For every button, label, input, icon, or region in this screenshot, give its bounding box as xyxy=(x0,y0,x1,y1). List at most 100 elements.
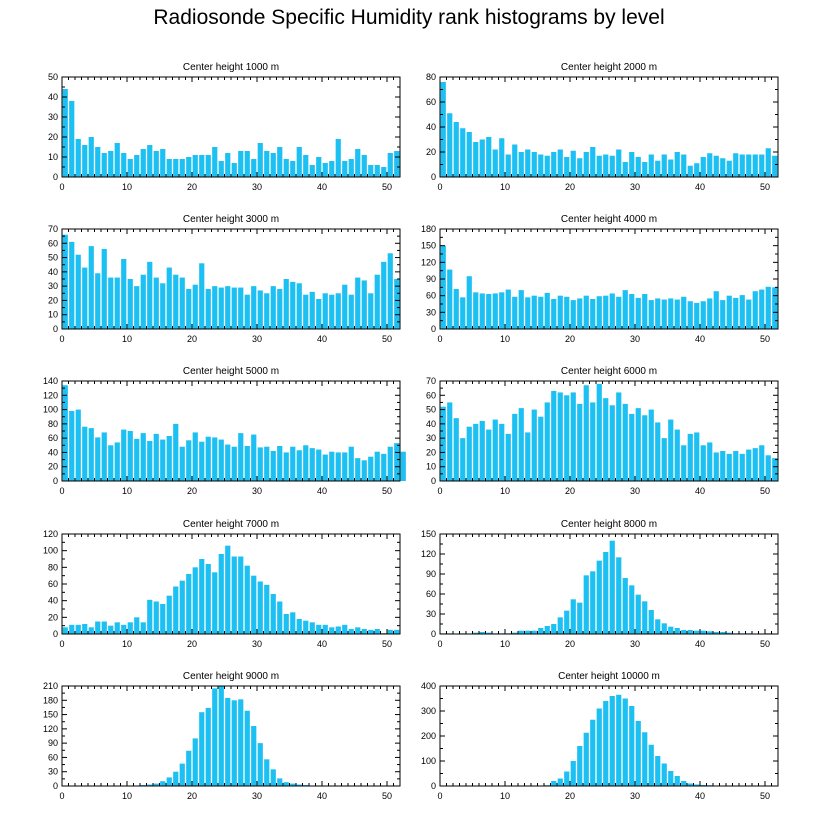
bar xyxy=(251,159,257,177)
bar xyxy=(694,432,700,481)
x-tick-label: 0 xyxy=(59,182,64,192)
bar xyxy=(179,277,185,329)
x-tick-label: 40 xyxy=(317,791,327,801)
bar xyxy=(596,708,602,786)
figure-title: Radiosonde Specific Humidity rank histog… xyxy=(153,6,665,29)
bar xyxy=(551,781,557,786)
bar xyxy=(140,149,146,177)
bar xyxy=(244,565,250,634)
x-tick-label: 0 xyxy=(437,334,442,344)
bar xyxy=(635,721,641,786)
bar xyxy=(264,151,270,177)
bar xyxy=(251,434,257,481)
bar xyxy=(479,421,485,481)
x-tick-label: 30 xyxy=(630,182,640,192)
bar xyxy=(62,234,68,329)
bar xyxy=(661,438,667,481)
bar xyxy=(564,610,570,634)
bar xyxy=(257,743,263,786)
bar xyxy=(564,395,570,481)
bar xyxy=(590,299,596,329)
bar xyxy=(674,152,680,177)
bar xyxy=(329,451,335,481)
bar xyxy=(290,783,296,786)
bar xyxy=(772,287,778,329)
bar xyxy=(264,584,270,634)
y-tick-label: 0 xyxy=(431,476,436,486)
bar xyxy=(583,385,589,481)
bar xyxy=(700,445,706,481)
x-tick-label: 50 xyxy=(382,486,392,496)
bar xyxy=(186,440,192,481)
x-tick-label: 30 xyxy=(630,334,640,344)
bar xyxy=(720,300,726,329)
bar xyxy=(746,299,752,329)
bar xyxy=(525,432,531,481)
bar xyxy=(329,294,335,329)
bar xyxy=(648,300,654,329)
bar xyxy=(153,783,159,786)
bar xyxy=(114,143,120,177)
bar xyxy=(95,437,101,481)
y-tick-label: 50 xyxy=(426,405,436,415)
bar xyxy=(69,241,75,329)
bar xyxy=(629,294,635,329)
bar xyxy=(577,746,583,786)
bar xyxy=(648,154,654,177)
bar xyxy=(661,623,667,634)
x-tick-label: 10 xyxy=(500,791,510,801)
bar xyxy=(309,622,315,634)
y-tick-label: 20 xyxy=(48,462,58,472)
bar xyxy=(531,630,537,634)
bar xyxy=(218,686,224,786)
bar xyxy=(322,163,328,177)
bar xyxy=(687,301,693,329)
bar xyxy=(733,451,739,481)
y-tick-label: 10 xyxy=(426,462,436,472)
bar xyxy=(629,706,635,786)
y-tick-label: 40 xyxy=(426,122,436,132)
y-tick-label: 70 xyxy=(426,376,436,386)
bar xyxy=(635,408,641,481)
bar xyxy=(590,402,596,481)
x-tick-label: 20 xyxy=(565,791,575,801)
x-tick-label: 30 xyxy=(252,791,262,801)
bar xyxy=(95,147,101,177)
bar xyxy=(668,419,674,481)
bar xyxy=(486,137,492,177)
bar xyxy=(140,274,146,329)
bar xyxy=(479,293,485,329)
bar xyxy=(127,159,133,177)
y-tick-label: 40 xyxy=(48,596,58,606)
bar xyxy=(661,763,667,786)
bar xyxy=(505,433,511,481)
bar xyxy=(726,160,732,177)
bar xyxy=(212,147,218,177)
bar xyxy=(394,629,400,634)
bar xyxy=(264,293,270,329)
bar xyxy=(316,157,322,177)
y-tick-label: 40 xyxy=(48,267,58,277)
bar xyxy=(492,419,498,481)
bar xyxy=(329,627,335,634)
bar xyxy=(192,738,198,786)
bar xyxy=(166,595,172,634)
x-tick-label: 10 xyxy=(122,334,132,344)
bar xyxy=(296,619,302,634)
bar xyxy=(160,149,166,177)
bar xyxy=(244,294,250,329)
bar xyxy=(225,286,231,329)
y-tick-label: 200 xyxy=(421,731,436,741)
bar xyxy=(616,694,622,786)
bar xyxy=(726,453,732,481)
bar xyxy=(739,154,745,177)
bar xyxy=(225,444,231,481)
x-tick-label: 20 xyxy=(565,182,575,192)
bar xyxy=(772,458,778,481)
bar xyxy=(231,287,237,329)
bar xyxy=(668,626,674,634)
bar xyxy=(296,784,302,786)
x-tick-label: 50 xyxy=(382,639,392,649)
bar xyxy=(655,756,661,786)
bar xyxy=(713,291,719,329)
